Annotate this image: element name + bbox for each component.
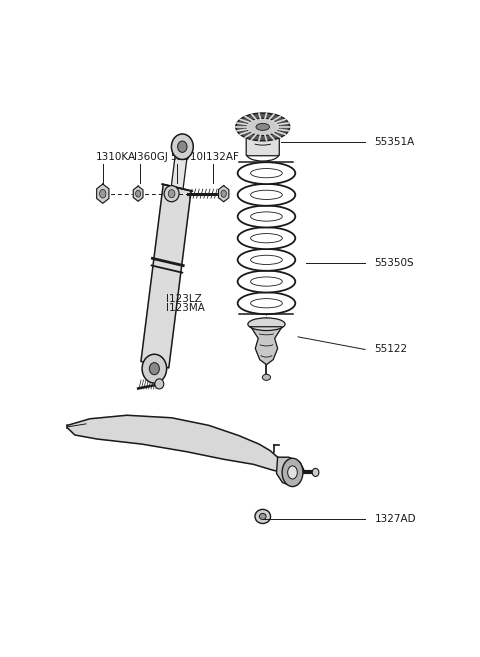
Ellipse shape bbox=[263, 374, 271, 380]
Ellipse shape bbox=[248, 318, 285, 330]
Ellipse shape bbox=[155, 379, 164, 389]
Ellipse shape bbox=[256, 124, 269, 130]
Ellipse shape bbox=[236, 113, 290, 141]
Ellipse shape bbox=[238, 206, 295, 227]
Ellipse shape bbox=[238, 271, 295, 292]
Polygon shape bbox=[67, 415, 281, 472]
Ellipse shape bbox=[149, 363, 159, 374]
Text: 55310: 55310 bbox=[170, 152, 203, 162]
Polygon shape bbox=[276, 457, 304, 486]
Ellipse shape bbox=[238, 227, 295, 249]
Circle shape bbox=[288, 466, 297, 479]
Polygon shape bbox=[251, 327, 282, 365]
Circle shape bbox=[221, 190, 227, 197]
Polygon shape bbox=[218, 185, 229, 202]
Polygon shape bbox=[171, 151, 188, 189]
Ellipse shape bbox=[259, 513, 266, 520]
Text: 55351A: 55351A bbox=[374, 137, 415, 147]
Text: 1327AD: 1327AD bbox=[374, 514, 416, 524]
Circle shape bbox=[136, 191, 141, 197]
Ellipse shape bbox=[246, 118, 279, 135]
Polygon shape bbox=[141, 185, 191, 368]
Ellipse shape bbox=[238, 249, 295, 271]
Polygon shape bbox=[133, 186, 143, 201]
Ellipse shape bbox=[255, 509, 271, 524]
Text: 55350S: 55350S bbox=[374, 258, 414, 269]
Ellipse shape bbox=[238, 292, 295, 314]
Ellipse shape bbox=[312, 468, 319, 476]
FancyBboxPatch shape bbox=[246, 131, 279, 156]
Ellipse shape bbox=[238, 162, 295, 184]
Polygon shape bbox=[96, 184, 109, 203]
Circle shape bbox=[282, 459, 303, 487]
Ellipse shape bbox=[164, 185, 179, 202]
Ellipse shape bbox=[168, 190, 175, 198]
Ellipse shape bbox=[238, 184, 295, 206]
Text: 1310KA: 1310KA bbox=[96, 152, 135, 162]
Text: I360GJ: I360GJ bbox=[134, 152, 168, 162]
Ellipse shape bbox=[142, 354, 167, 383]
Text: I123MA: I123MA bbox=[166, 302, 205, 313]
Ellipse shape bbox=[171, 134, 193, 160]
Text: 55122: 55122 bbox=[374, 344, 408, 355]
Circle shape bbox=[99, 189, 106, 198]
Text: I123LZ: I123LZ bbox=[166, 294, 202, 304]
Text: I132AF: I132AF bbox=[203, 152, 239, 162]
Ellipse shape bbox=[178, 141, 187, 152]
